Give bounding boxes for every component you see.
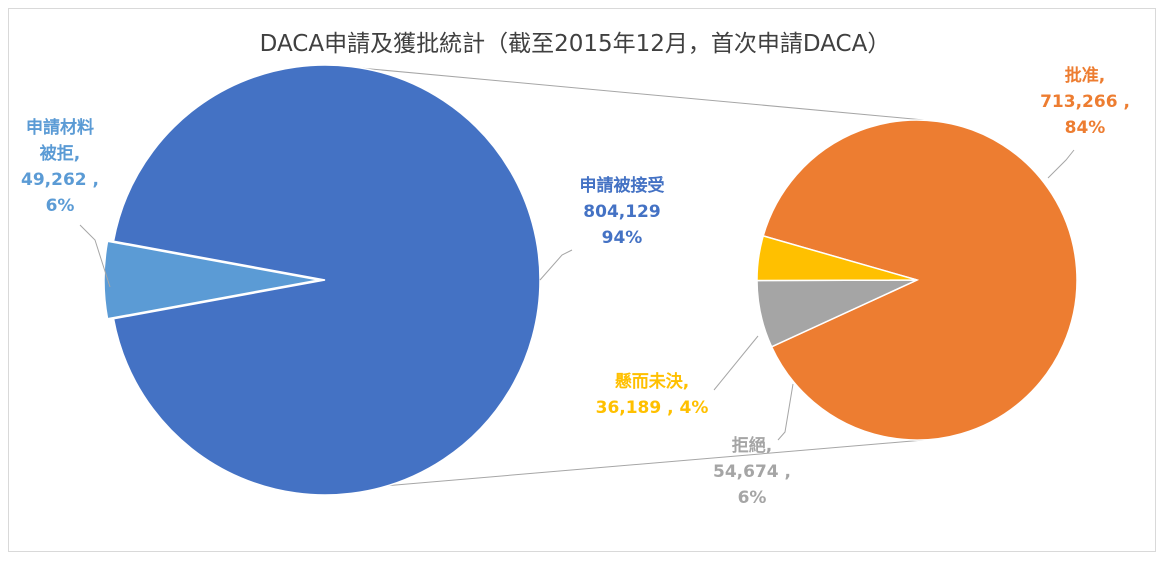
leader-pending	[713, 335, 759, 391]
leader-denied	[777, 383, 794, 441]
label-accepted: 申請被接受 804,129 94%	[580, 175, 665, 248]
chart-title: DACA申請及獲批統計（截至2015年12月，首次申請DACA）	[260, 31, 891, 57]
label-denied: 拒絕, 54,674 , 6%	[713, 435, 791, 508]
leader-rejected-materials	[79, 224, 111, 288]
connector-top	[359, 67, 925, 121]
leader-accepted	[539, 249, 573, 281]
slice-rejected-materials	[103, 240, 320, 320]
slice-approved	[762, 119, 1078, 441]
connector-bottom	[359, 439, 925, 489]
label-approved: 批准, 713,266 , 84%	[1040, 65, 1130, 138]
data-labels: 申請材料被拒, 49,262 , 6% 申請被接受 804,129 94% 批准, 713,2…	[21, 65, 1130, 508]
label-pending: 懸而未決, 36,189 , 4%	[596, 371, 709, 418]
secondary-pie	[756, 119, 1078, 441]
main-pie	[103, 64, 541, 496]
slice-pending	[756, 234, 918, 282]
slice-accepted	[112, 64, 541, 496]
label-rejected-materials: 申請材料被拒, 49,262 , 6%	[21, 117, 99, 216]
leader-approved	[1047, 149, 1075, 179]
leader-lines	[79, 149, 1075, 441]
connector-lines	[359, 67, 925, 489]
